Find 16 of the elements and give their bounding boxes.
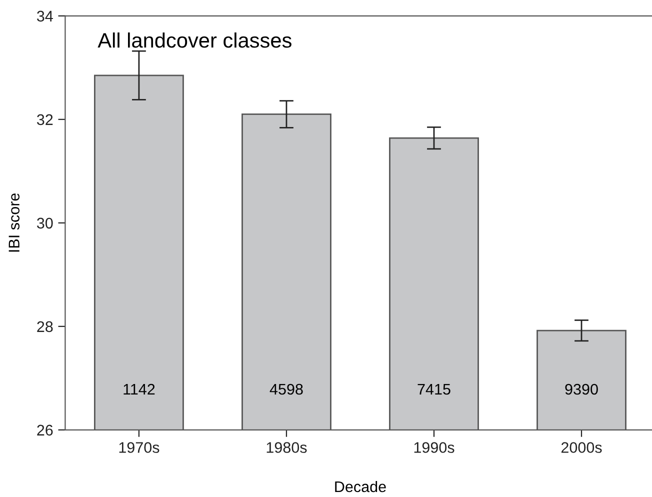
text: All landcover classes <box>98 32 292 48</box>
x-tick-label: 2000s <box>561 442 602 453</box>
x-axis-title: Decade <box>335 480 386 492</box>
annotation: 9390 <box>565 384 598 395</box>
annotation: 7415 <box>418 384 450 395</box>
annotation: 4598 <box>270 384 303 395</box>
y-tick-label: 26 <box>37 424 53 436</box>
x-tick-label: 1980s <box>266 442 307 453</box>
annotation: 1142 <box>124 384 155 395</box>
y-tick-label: 28 <box>37 321 53 332</box>
y-tick-label: 30 <box>36 218 53 229</box>
y-axis-title: IBI score <box>8 193 20 252</box>
y-tick-label: 32 <box>36 114 53 126</box>
x-tick-label: 1990s <box>414 442 454 453</box>
x-tick-label: 1970s <box>119 442 160 453</box>
y-tick-label: 34 <box>36 10 53 22</box>
